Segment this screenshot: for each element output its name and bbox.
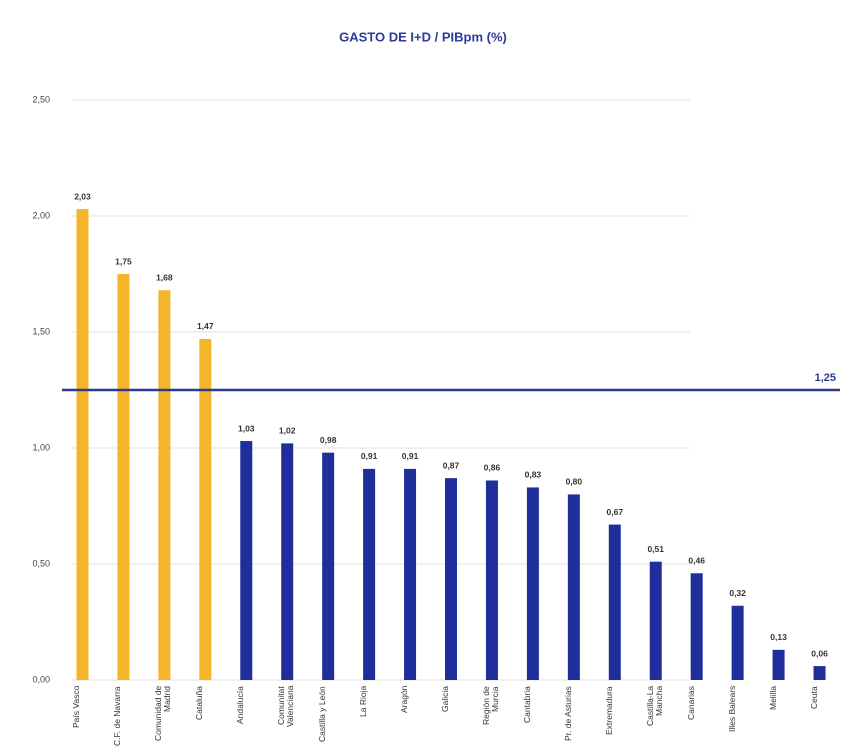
- data-label: 1,75: [115, 256, 132, 266]
- data-label: 0,80: [566, 477, 583, 487]
- data-label: 1,47: [197, 321, 214, 331]
- bar: [690, 573, 703, 680]
- x-tick-label: Melilla: [767, 686, 778, 711]
- bar: [608, 524, 621, 680]
- bar: [199, 338, 212, 680]
- x-tick-label: Comunitat Valenciana: [276, 686, 296, 728]
- x-tick-label: Pr. de Asturias: [562, 686, 573, 741]
- x-tick-label: País Vasco: [71, 686, 82, 729]
- bar: [772, 649, 785, 680]
- bar: [404, 468, 417, 680]
- data-label: 0,46: [688, 556, 705, 566]
- data-label: 0,32: [729, 588, 746, 598]
- bar: [813, 666, 826, 680]
- y-tick-label: 0,00: [32, 674, 50, 684]
- x-tick-label: Cantabria: [521, 686, 532, 723]
- y-tick-label: 1,00: [32, 442, 50, 452]
- bar: [445, 478, 457, 680]
- x-tick-label: Castilla y León: [317, 686, 328, 742]
- data-label: 0,13: [770, 632, 787, 642]
- data-label: 0,06: [811, 648, 828, 658]
- data-label: 1,68: [156, 272, 173, 282]
- data-label: 0,83: [525, 470, 542, 480]
- bar: [649, 561, 662, 680]
- data-label: 0,91: [361, 451, 378, 461]
- data-label: 0,87: [443, 460, 460, 470]
- bar: [117, 274, 130, 680]
- reference-label: 1,25: [815, 372, 836, 384]
- bar: [731, 605, 744, 680]
- y-tick-label: 2,00: [32, 210, 50, 220]
- bar: [526, 487, 539, 680]
- x-tick-label: Castilla-La Mancha: [644, 686, 664, 727]
- y-tick-label: 2,50: [32, 94, 50, 104]
- bar: [363, 468, 376, 680]
- data-label: 0,91: [402, 451, 419, 461]
- bar: [281, 443, 294, 680]
- bar: [567, 494, 580, 680]
- data-label: 0,67: [607, 507, 624, 517]
- x-tick-label: Aragón: [399, 686, 410, 714]
- x-tick-label: Ceuta: [808, 686, 819, 709]
- data-label: 0,98: [320, 435, 337, 445]
- x-tick-label: La Rioja: [358, 686, 369, 718]
- x-tick-label: Cataluña: [194, 686, 205, 721]
- x-tick-label: C.F. de Navarra: [112, 686, 123, 746]
- y-tick-label: 1,50: [32, 326, 50, 336]
- data-label: 1,03: [238, 423, 255, 433]
- x-tick-label: Andalucía: [235, 686, 246, 724]
- bar: [240, 441, 253, 680]
- y-tick-label: 0,50: [32, 558, 50, 568]
- data-label: 1,02: [279, 426, 296, 436]
- data-label: 0,86: [484, 463, 501, 473]
- x-tick-label: Canarias: [685, 686, 696, 721]
- x-tick-label: Región de Murcia: [480, 686, 500, 725]
- x-tick-label: Illes Balears: [726, 686, 737, 733]
- chart-title: GASTO DE I+D / PIBpm (%): [339, 29, 507, 44]
- bar: [485, 480, 498, 680]
- x-tick-label: Extremadura: [603, 686, 614, 735]
- bar: [158, 290, 171, 680]
- data-label: 0,51: [647, 544, 664, 554]
- bar: [322, 452, 335, 680]
- bar: [76, 209, 89, 681]
- x-tick-label: Galicia: [440, 686, 450, 712]
- x-tick-label: Comunidad de Madrid: [153, 686, 173, 742]
- data-label: 2,03: [74, 191, 91, 201]
